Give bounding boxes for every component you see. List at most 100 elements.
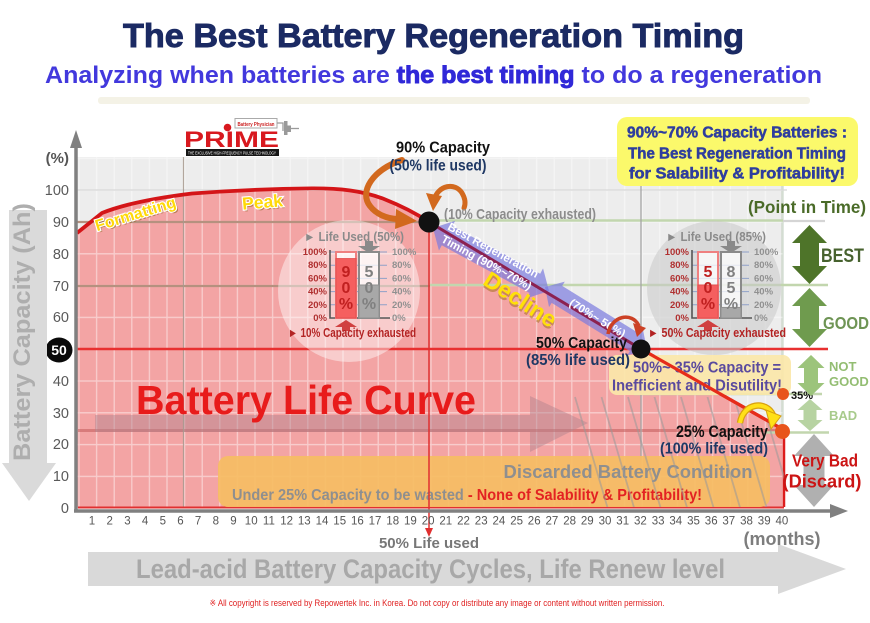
- svg-text:4: 4: [142, 516, 149, 528]
- svg-text:GOOD: GOOD: [823, 313, 869, 333]
- svg-text:8: 8: [727, 264, 736, 281]
- svg-text:60%: 60%: [754, 273, 774, 284]
- svg-text:1: 1: [89, 516, 95, 528]
- svg-text:36: 36: [705, 516, 718, 528]
- svg-text:80%: 80%: [308, 260, 328, 271]
- svg-text:The Best Battery Regeneration: The Best Battery Regeneration Timing: [123, 17, 744, 54]
- svg-text:0%: 0%: [313, 313, 327, 324]
- svg-text:20%: 20%: [754, 300, 774, 311]
- svg-text:80%: 80%: [392, 260, 412, 271]
- svg-text:39: 39: [758, 516, 771, 528]
- svg-text:40: 40: [776, 516, 789, 528]
- svg-text:Peak: Peak: [243, 192, 286, 216]
- svg-text:for Salability & Profitability: for Salability & Profitability!: [629, 166, 845, 183]
- svg-text:32: 32: [634, 516, 647, 528]
- svg-text:30: 30: [599, 516, 612, 528]
- svg-text:%: %: [362, 296, 376, 313]
- svg-text:28: 28: [563, 516, 576, 528]
- svg-text:34: 34: [669, 516, 682, 528]
- svg-text:8: 8: [213, 516, 219, 528]
- svg-text:BEST: BEST: [821, 246, 864, 267]
- svg-text:%: %: [701, 296, 715, 313]
- svg-text:0%: 0%: [675, 313, 689, 324]
- svg-text:60%: 60%: [670, 273, 690, 284]
- svg-text:18: 18: [386, 516, 399, 528]
- svg-text:NOT: NOT: [829, 359, 857, 374]
- svg-text:37: 37: [722, 516, 735, 528]
- svg-text:0%: 0%: [754, 313, 768, 324]
- svg-text:40%: 40%: [308, 287, 328, 298]
- svg-text:40: 40: [53, 374, 69, 390]
- svg-text:(85% life used): (85% life used): [526, 352, 630, 369]
- svg-text:6: 6: [177, 516, 183, 528]
- svg-text:(months): (months): [744, 529, 821, 549]
- svg-text:38: 38: [740, 516, 753, 528]
- svg-text:20: 20: [422, 516, 435, 528]
- svg-text:► Life Used (50%): ► Life Used (50%): [304, 230, 404, 244]
- svg-text:20%: 20%: [670, 300, 690, 311]
- svg-text:The Best Regeneration Timing: The Best Regeneration Timing: [628, 146, 846, 163]
- svg-text:50% Capacity: 50% Capacity: [536, 335, 627, 352]
- svg-text:10: 10: [53, 469, 69, 485]
- svg-text:Peak: Peak: [241, 190, 284, 214]
- svg-text:50%~ 35% Capacity =: 50%~ 35% Capacity =: [633, 360, 781, 377]
- svg-text:33: 33: [652, 516, 665, 528]
- svg-text:31: 31: [616, 516, 629, 528]
- svg-text:0: 0: [61, 501, 69, 517]
- svg-text:40%: 40%: [392, 287, 412, 298]
- svg-text:(50% life used): (50% life used): [390, 158, 487, 175]
- svg-text:35: 35: [687, 516, 700, 528]
- svg-text:14: 14: [316, 516, 329, 528]
- svg-text:60: 60: [53, 310, 69, 326]
- svg-text:0%: 0%: [392, 313, 406, 324]
- svg-text:100%: 100%: [392, 247, 417, 258]
- svg-text:60%: 60%: [308, 273, 328, 284]
- svg-text:100%: 100%: [303, 247, 328, 258]
- svg-text:3: 3: [124, 516, 130, 528]
- svg-text:19: 19: [404, 516, 417, 528]
- svg-text:90%~70% Capacity Batteries :: 90%~70% Capacity Batteries :: [627, 125, 847, 142]
- svg-text:%: %: [339, 296, 353, 313]
- svg-text:PRIME: PRIME: [184, 127, 279, 152]
- svg-text:THE EXCLUSIVE HIGH-FREQUENCY P: THE EXCLUSIVE HIGH-FREQUENCY PULSE TECHN…: [188, 150, 276, 155]
- svg-text:26: 26: [528, 516, 541, 528]
- svg-text:Battery Capacity (Ah): Battery Capacity (Ah): [9, 203, 36, 461]
- svg-text:7: 7: [195, 516, 201, 528]
- svg-text:%: %: [724, 296, 738, 313]
- svg-text:24: 24: [493, 516, 506, 528]
- svg-text:Lead-acid Battery Capacity Cyc: Lead-acid Battery Capacity Cycles, Life …: [136, 554, 725, 584]
- svg-text:2: 2: [106, 516, 112, 528]
- svg-text:10: 10: [245, 516, 258, 528]
- svg-text:9: 9: [342, 264, 351, 281]
- svg-text:(100% life used): (100% life used): [660, 441, 768, 458]
- svg-text:BAD: BAD: [829, 408, 857, 423]
- svg-text:50% Life used: 50% Life used: [379, 535, 479, 552]
- svg-text:9: 9: [230, 516, 236, 528]
- svg-text:16: 16: [351, 516, 364, 528]
- svg-text:50: 50: [51, 342, 67, 358]
- svg-text:5: 5: [365, 264, 374, 281]
- svg-text:(Discard): (Discard): [783, 471, 862, 492]
- svg-text:0: 0: [342, 280, 351, 297]
- svg-text:100%: 100%: [754, 247, 779, 258]
- svg-text:20%: 20%: [308, 300, 328, 311]
- svg-text:Battery Life Curve: Battery Life Curve: [136, 377, 476, 423]
- svg-text:11: 11: [263, 516, 275, 528]
- svg-text:17: 17: [369, 516, 382, 528]
- svg-text:Under 25% Capacity to be waste: Under 25% Capacity to be wasted - None o…: [232, 487, 702, 504]
- svg-text:25% Capacity: 25% Capacity: [676, 423, 769, 441]
- svg-text:※ All copyright is reserved by: ※ All copyright is reserved by Repowerte…: [210, 598, 665, 608]
- svg-text:GOOD: GOOD: [829, 374, 869, 389]
- svg-text:70: 70: [53, 279, 69, 295]
- svg-text:35%: 35%: [791, 390, 813, 402]
- svg-text:12: 12: [280, 516, 293, 528]
- svg-text:Inefficient and Disutility!: Inefficient and Disutility!: [612, 378, 782, 395]
- svg-text:80%: 80%: [754, 260, 774, 271]
- svg-text:13: 13: [298, 516, 311, 528]
- svg-text:► 10% Capacity exhausted: ► 10% Capacity exhausted: [288, 326, 416, 340]
- svg-text:(10% Capacity exhausted): (10% Capacity exhausted): [444, 206, 596, 223]
- svg-text:(Point in Time): (Point in Time): [748, 197, 866, 217]
- svg-text:21: 21: [439, 516, 452, 528]
- svg-text:0: 0: [704, 280, 713, 297]
- svg-text:► Life Used (85%): ► Life Used (85%): [666, 230, 766, 244]
